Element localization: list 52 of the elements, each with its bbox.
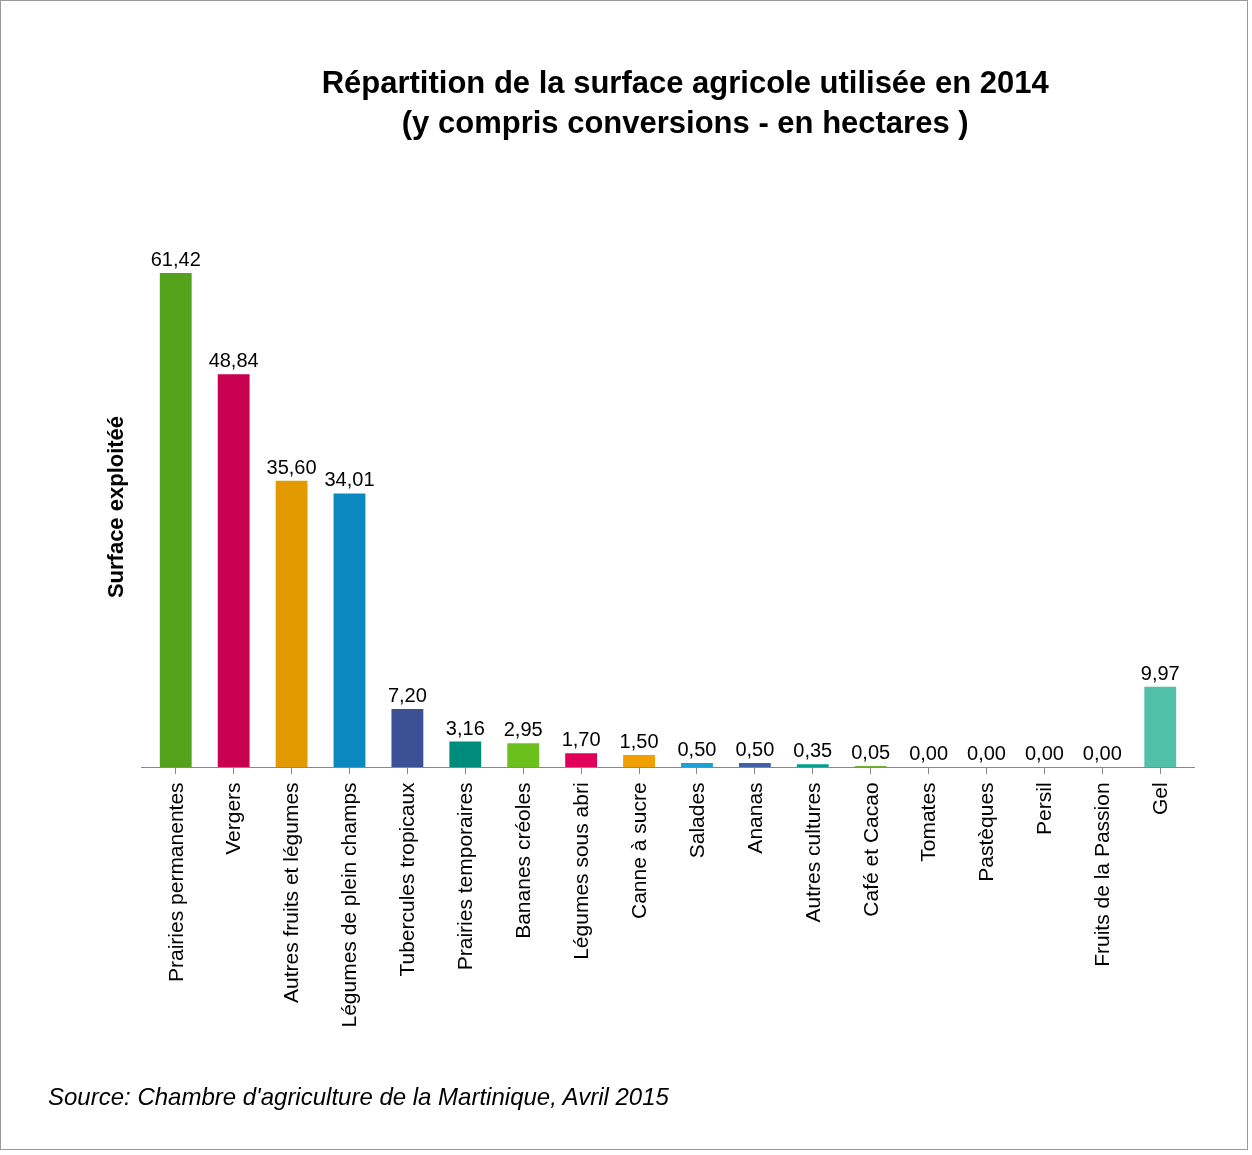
data-label: 7,20 bbox=[387, 684, 427, 707]
data-label: 0,50 bbox=[677, 737, 717, 760]
bar bbox=[333, 493, 366, 767]
x-tick-label: Canne à sucre bbox=[626, 782, 650, 919]
data-label: 0,35 bbox=[793, 739, 833, 762]
data-label: 3,16 bbox=[445, 716, 485, 739]
data-label: 0,00 bbox=[967, 742, 1006, 764]
data-label: 48,84 bbox=[208, 349, 259, 372]
bar bbox=[391, 709, 424, 767]
x-tick-label: Persil bbox=[1032, 782, 1056, 835]
x-tick-label: Pastèques bbox=[974, 782, 998, 882]
x-tick-label: Café et Cacao bbox=[858, 782, 882, 917]
x-tick-label: Prairies temporaires bbox=[453, 782, 477, 971]
x-tick-label: Tubercules tropicaux bbox=[395, 781, 419, 977]
x-tick-label: Légumes sous abri bbox=[568, 782, 592, 960]
bar bbox=[1144, 686, 1177, 767]
x-tick-label: Gel bbox=[1148, 782, 1172, 816]
x-tick-label: Prairies permanentes bbox=[163, 782, 187, 982]
source-note: Source: Chambre d'agriculture de la Martinique, Avril 2015 bbox=[48, 1083, 670, 1110]
data-label: 0,00 bbox=[1024, 742, 1064, 764]
data-label: 0,05 bbox=[851, 741, 891, 763]
x-tick-label: Fruits de la Passion bbox=[1090, 782, 1114, 967]
data-label: 0,00 bbox=[909, 742, 949, 764]
x-tick-label: Autres fruits et légumes bbox=[279, 782, 303, 1003]
bar bbox=[565, 753, 598, 767]
bar bbox=[681, 762, 713, 767]
data-label: 9,97 bbox=[1140, 661, 1180, 684]
x-tick-label: Salades bbox=[684, 782, 708, 859]
bar bbox=[796, 764, 829, 767]
x-tick-label: Autres cultures bbox=[800, 782, 824, 923]
bar bbox=[275, 480, 308, 767]
bar bbox=[507, 743, 540, 767]
bar bbox=[217, 374, 250, 767]
data-label: 61,42 bbox=[150, 248, 201, 270]
data-label: 34,01 bbox=[324, 468, 375, 491]
data-label: 1,70 bbox=[561, 728, 601, 751]
chart-title: Répartition de la surface agricole utilisée en 2014 (y compris conversions - en hectares ) bbox=[321, 64, 1050, 140]
data-label: 2,95 bbox=[503, 718, 543, 741]
bar bbox=[159, 273, 192, 767]
data-label: 1,50 bbox=[619, 729, 659, 752]
x-tick-label: Vergers bbox=[221, 782, 245, 855]
x-tick-label: Tomates bbox=[916, 782, 940, 862]
x-tick-label: Légumes de plein champs bbox=[337, 782, 361, 1028]
y-axis-title: Surface exploitéé bbox=[102, 415, 128, 599]
data-label: 0,50 bbox=[735, 737, 775, 760]
bar bbox=[449, 741, 482, 767]
x-tick-label: Bananes créoles bbox=[511, 782, 535, 939]
data-label: 35,60 bbox=[266, 455, 317, 478]
data-label: 0,00 bbox=[1082, 742, 1122, 764]
bar bbox=[623, 754, 655, 767]
bar bbox=[738, 762, 771, 767]
x-tick-label: Ananas bbox=[742, 782, 766, 854]
